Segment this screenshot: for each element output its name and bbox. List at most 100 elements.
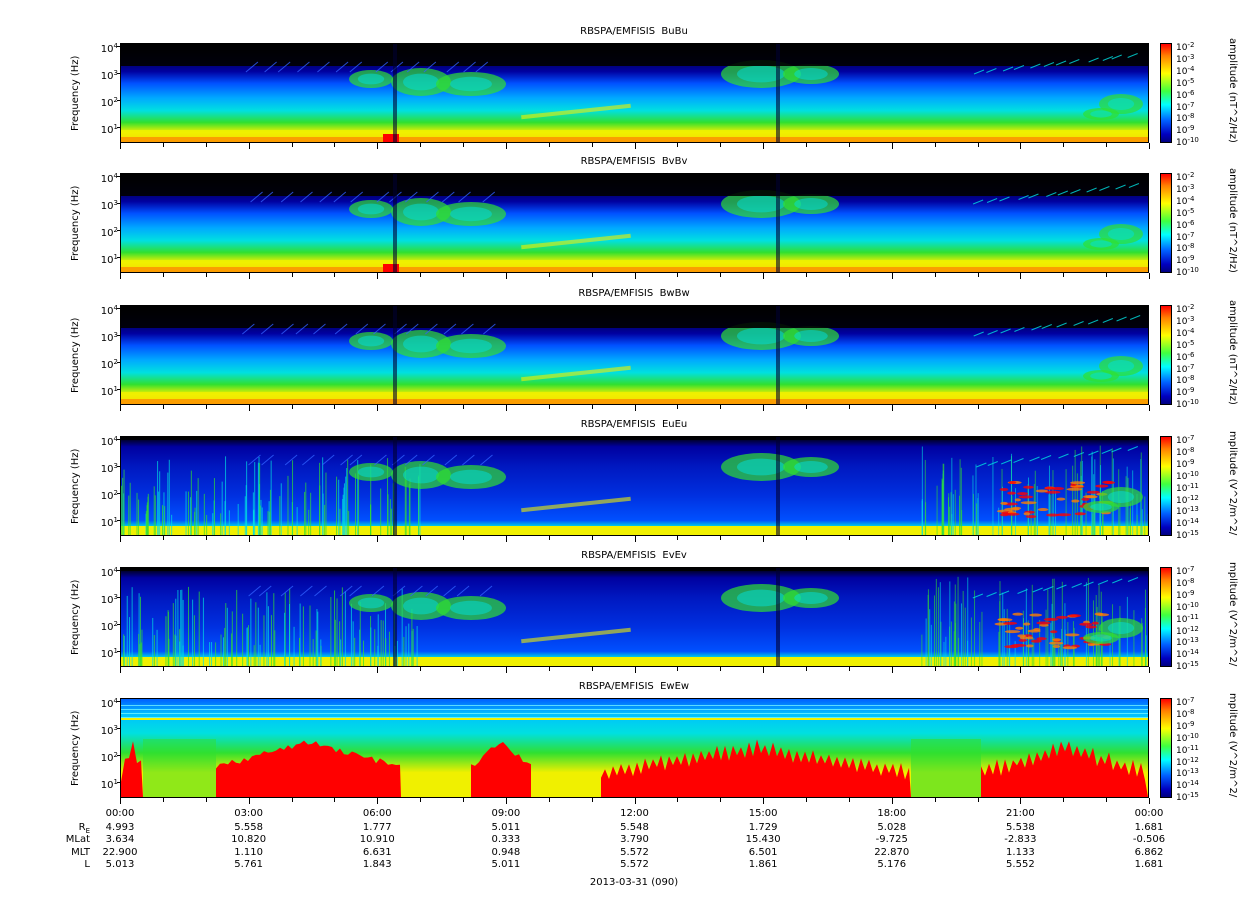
emission-blob	[403, 203, 439, 221]
diagonal-streak	[349, 454, 363, 466]
x-tick-mark	[1020, 273, 1022, 279]
y-axis-label: Frequency (Hz)	[70, 579, 81, 655]
emission-blob	[1086, 490, 1100, 494]
colorbar-tick-label: 10-14	[1176, 648, 1199, 661]
low-band	[121, 267, 1148, 272]
colorbar-tick-label: 10-9	[1176, 124, 1195, 137]
streak	[122, 477, 124, 535]
emission-blob	[794, 68, 828, 80]
colorbar-tick-label: 10-15	[1176, 529, 1199, 542]
x-tick-mark	[248, 273, 250, 279]
diagonal-streak	[972, 199, 984, 205]
colorbar-tick-label: 10-6	[1176, 218, 1195, 231]
colorbar-tick-label: 10-7	[1176, 230, 1195, 243]
colorbar-tick-label: 10-14	[1176, 517, 1199, 530]
streak	[312, 639, 314, 666]
upper-region	[121, 437, 1148, 440]
colorbar-tick-label: 10-6	[1176, 88, 1195, 101]
streak	[222, 637, 224, 666]
x-axis-ticks	[120, 273, 1150, 279]
diagonal-streak	[1083, 581, 1094, 587]
diagonal-streak	[422, 454, 435, 466]
streak	[138, 633, 140, 666]
spectrogram-svg	[121, 174, 1148, 272]
colorbar-tick-label: 10-3	[1176, 314, 1195, 327]
streak	[1059, 642, 1061, 666]
ephemeris-value: 10.910	[359, 834, 395, 846]
emission-blob	[737, 458, 785, 476]
streak	[168, 459, 170, 535]
diagonal-streak	[333, 191, 347, 203]
emission-blob	[1019, 636, 1028, 640]
x-tick-mark	[505, 143, 507, 149]
emission-blob	[794, 592, 828, 604]
colorbar-tick-label: 10-4	[1176, 194, 1195, 207]
streak	[193, 615, 195, 666]
x-tick-mark	[1063, 143, 1065, 147]
streak	[359, 629, 361, 666]
x-tick-mark	[677, 798, 679, 802]
x-tick-mark	[505, 405, 507, 411]
colorbar-tick-label: 10-13	[1176, 767, 1199, 780]
streak	[412, 628, 414, 666]
streak	[1028, 629, 1030, 666]
diagonal-streak	[1014, 327, 1025, 332]
diagonal-streak	[463, 61, 476, 73]
emission-blob	[1090, 634, 1112, 642]
x-tick-mark	[634, 405, 636, 411]
ephemeris-value: 3.790	[620, 834, 649, 846]
x-tick-mark	[548, 143, 550, 147]
streak	[387, 494, 389, 535]
streak	[1144, 608, 1146, 666]
colorbar-tick-label: 10-9	[1176, 719, 1195, 732]
streak	[391, 508, 393, 535]
streak	[267, 606, 269, 666]
colorbar-tick-label: 10-15	[1176, 791, 1199, 804]
streak	[347, 459, 349, 535]
streak	[380, 620, 382, 666]
x-tick-mark	[291, 667, 293, 671]
emission-blob	[737, 65, 785, 83]
diagonal-streak	[1088, 450, 1099, 456]
x-axis-ticks	[120, 667, 1150, 673]
emission-blob	[1035, 489, 1049, 493]
streak	[152, 617, 154, 666]
y-axis-label: Frequency (Hz)	[70, 710, 81, 786]
diagonal-streak	[284, 454, 298, 466]
streak	[411, 608, 413, 666]
x-tick-mark	[463, 798, 464, 802]
colorbar-tick-label: 10-9	[1176, 386, 1195, 399]
diagonal-streak	[313, 323, 326, 335]
emission-blob	[1107, 491, 1135, 503]
diagonal-streak	[302, 454, 315, 466]
diagonal-streak	[1029, 456, 1040, 462]
streak	[310, 492, 312, 535]
x-tick-mark	[463, 667, 464, 671]
x-tick-mark	[291, 273, 293, 277]
colorbar-tick-label: 10-9	[1176, 254, 1195, 267]
ephemeris-value: 1.843	[362, 858, 392, 870]
x-tick-mark	[720, 798, 722, 802]
ephemeris-row: MLat 3.634 10.820 10.910 0.333 3.790 15.430 -9.…	[0, 834, 1248, 846]
x-tick-mark	[463, 273, 464, 277]
streak	[123, 635, 125, 666]
streak	[338, 479, 340, 535]
streak	[1048, 465, 1050, 535]
emission-blob	[1023, 485, 1034, 489]
streak	[967, 577, 969, 666]
streak	[405, 479, 407, 535]
streak	[225, 456, 227, 535]
x-tick-mark	[377, 143, 379, 149]
streak	[418, 475, 420, 535]
streak	[405, 626, 407, 666]
streak	[1054, 490, 1056, 535]
red-emission	[471, 742, 531, 797]
streak	[1141, 618, 1143, 666]
streak	[1074, 449, 1076, 535]
streak	[1058, 643, 1060, 666]
diagonal-streak	[1112, 578, 1123, 584]
streak	[236, 589, 238, 666]
x-tick-mark	[120, 273, 121, 279]
streak	[273, 593, 275, 666]
emission-blob	[1085, 495, 1098, 499]
